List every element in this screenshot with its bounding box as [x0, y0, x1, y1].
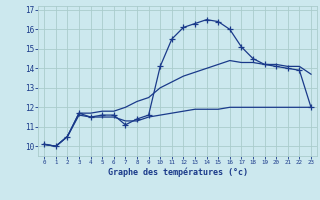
X-axis label: Graphe des températures (°c): Graphe des températures (°c) — [108, 168, 248, 177]
